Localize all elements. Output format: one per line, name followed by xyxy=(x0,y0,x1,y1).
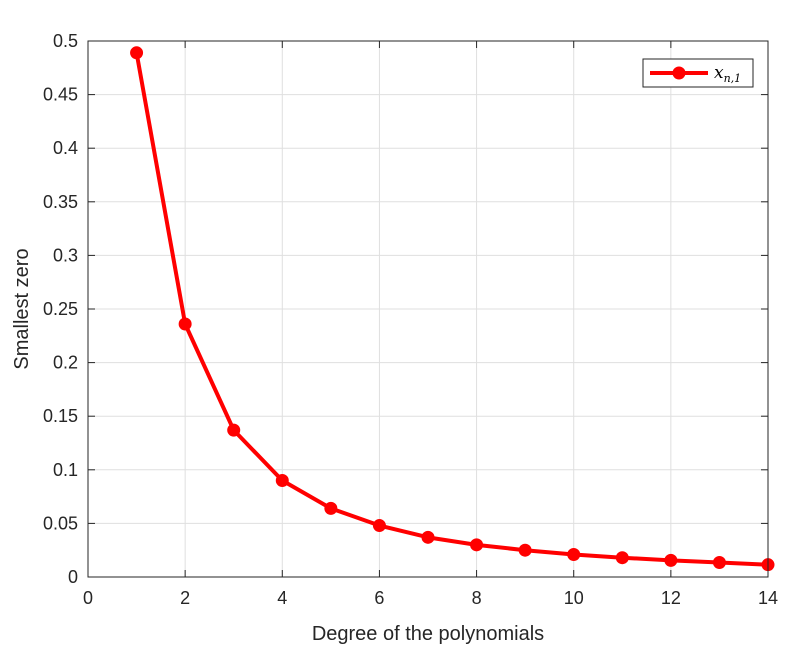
data-point xyxy=(275,474,289,488)
data-point xyxy=(712,556,726,570)
data-point xyxy=(178,317,192,331)
x-tick-label: 8 xyxy=(472,588,482,608)
y-tick-label: 0.15 xyxy=(43,406,78,426)
x-tick-label: 12 xyxy=(661,588,681,608)
x-tick-label: 2 xyxy=(180,588,190,608)
data-point xyxy=(421,530,435,544)
y-tick-label: 0.45 xyxy=(43,85,78,105)
data-point xyxy=(518,543,532,557)
data-point xyxy=(324,501,338,515)
y-tick-label: 0.25 xyxy=(43,299,78,319)
y-tick-label: 0.35 xyxy=(43,192,78,212)
y-tick-label: 0 xyxy=(68,567,78,587)
y-tick-label: 0.3 xyxy=(53,245,78,265)
data-point xyxy=(130,46,144,60)
series-line xyxy=(134,52,769,567)
x-tick-label: 4 xyxy=(277,588,287,608)
y-axis-label: Smallest zero xyxy=(11,248,33,369)
x-axis-label: Degree of the polynomials xyxy=(312,623,544,645)
y-tick-label: 0.4 xyxy=(53,138,78,158)
y-tick-label: 0.1 xyxy=(53,460,78,480)
x-tick-label: 0 xyxy=(83,588,93,608)
legend-marker-sample xyxy=(672,66,686,80)
legend-series-name: x xyxy=(714,63,724,83)
data-point xyxy=(567,547,581,561)
data-point xyxy=(372,519,386,533)
x-tick-label: 14 xyxy=(758,588,778,608)
data-point xyxy=(615,551,629,565)
legend-series-subscript: n,1 xyxy=(724,72,742,85)
data-point xyxy=(470,538,484,552)
y-tick-label: 0.05 xyxy=(43,513,78,533)
legend: xn,1 xyxy=(642,58,754,88)
data-point xyxy=(227,423,241,437)
tick-labels: 0 2 4 6 8 10 12 14 0 0.05 0.1 0.15 0.2 0.25 0.3 0.35 0.4… xyxy=(43,31,778,608)
x-tick-label: 6 xyxy=(374,588,384,608)
y-tick-label: 0.2 xyxy=(53,353,78,373)
series-layer xyxy=(130,46,775,572)
y-tick-label: 0.5 xyxy=(53,31,78,51)
x-tick-label: 10 xyxy=(564,588,584,608)
legend-series-label: xn,1 xyxy=(714,63,741,85)
data-point xyxy=(664,553,678,567)
plot-frame xyxy=(87,40,769,578)
